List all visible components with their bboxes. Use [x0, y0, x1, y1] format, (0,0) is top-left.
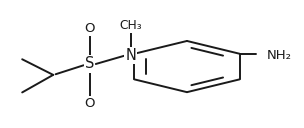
Text: N: N — [125, 48, 136, 63]
Text: NH₂: NH₂ — [267, 49, 292, 62]
Text: O: O — [85, 97, 95, 110]
Text: CH₃: CH₃ — [119, 19, 142, 32]
Text: O: O — [85, 22, 95, 35]
Text: S: S — [85, 56, 94, 72]
